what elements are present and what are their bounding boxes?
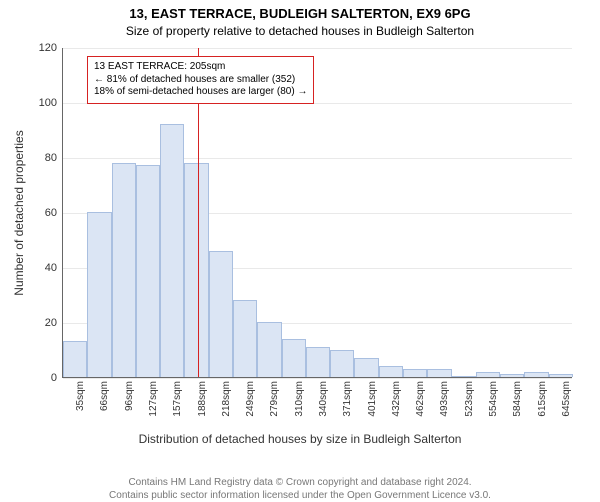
x-tick-label: 340sqm — [318, 381, 329, 417]
x-tick-label: 523sqm — [464, 381, 475, 417]
x-tick-label: 66sqm — [99, 381, 110, 411]
x-tick-label: 310sqm — [294, 381, 305, 417]
x-tick-label: 645sqm — [561, 381, 572, 417]
grid-line — [63, 48, 572, 49]
x-tick-label: 584sqm — [512, 381, 523, 417]
histogram-bar — [379, 366, 403, 377]
x-tick-label: 401sqm — [367, 381, 378, 417]
x-tick-label: 493sqm — [439, 381, 450, 417]
annotation-line: 13 EAST TERRACE: 205sqm — [94, 61, 307, 74]
y-tick-label: 100 — [39, 97, 63, 109]
y-tick-label: 0 — [51, 372, 63, 384]
x-tick-label: 371sqm — [342, 381, 353, 417]
x-axis-label: Distribution of detached houses by size … — [0, 432, 600, 446]
histogram-bar — [112, 163, 136, 378]
histogram-bar — [282, 339, 306, 378]
annotation-line: 18% of semi-detached houses are larger (… — [94, 86, 307, 99]
y-tick-label: 120 — [39, 42, 63, 54]
x-tick-label: 554sqm — [488, 381, 499, 417]
histogram-bar — [427, 369, 451, 377]
x-tick-label: 462sqm — [415, 381, 426, 417]
y-axis-label: Number of detached properties — [12, 130, 26, 295]
grid-line — [63, 158, 572, 159]
x-tick-label: 157sqm — [172, 381, 183, 417]
histogram-bar — [209, 251, 233, 378]
histogram-bar — [403, 369, 427, 377]
footer-line-1: Contains HM Land Registry data © Crown c… — [0, 476, 600, 489]
histogram-bar — [524, 372, 548, 378]
attribution-footer: Contains HM Land Registry data © Crown c… — [0, 476, 600, 502]
histogram-bar — [330, 350, 354, 378]
histogram-bar — [257, 322, 281, 377]
footer-line-2: Contains public sector information licen… — [0, 489, 600, 502]
annotation-box: 13 EAST TERRACE: 205sqm← 81% of detached… — [87, 56, 314, 104]
histogram-bar — [184, 163, 208, 378]
histogram-bar — [233, 300, 257, 377]
histogram-bar — [87, 212, 111, 377]
chart-subtitle: Size of property relative to detached ho… — [0, 24, 600, 38]
x-tick-label: 218sqm — [221, 381, 232, 417]
histogram-figure: 13, EAST TERRACE, BUDLEIGH SALTERTON, EX… — [0, 0, 600, 500]
grid-line — [63, 378, 572, 379]
histogram-bar — [452, 376, 476, 377]
y-tick-label: 40 — [45, 262, 63, 274]
histogram-bar — [136, 165, 160, 377]
y-tick-label: 60 — [45, 207, 63, 219]
x-tick-label: 35sqm — [75, 381, 86, 411]
histogram-bar — [354, 358, 378, 377]
x-tick-label: 249sqm — [245, 381, 256, 417]
histogram-bar — [500, 374, 524, 377]
histogram-bar — [306, 347, 330, 377]
y-tick-label: 80 — [45, 152, 63, 164]
plot-area: 02040608010012035sqm66sqm96sqm127sqm157s… — [62, 48, 572, 378]
x-tick-label: 279sqm — [269, 381, 280, 417]
histogram-bar — [160, 124, 184, 377]
chart-title: 13, EAST TERRACE, BUDLEIGH SALTERTON, EX… — [0, 6, 600, 21]
x-tick-label: 615sqm — [537, 381, 548, 417]
x-tick-label: 127sqm — [148, 381, 159, 417]
histogram-bar — [63, 341, 87, 377]
x-tick-label: 96sqm — [124, 381, 135, 411]
x-tick-label: 432sqm — [391, 381, 402, 417]
y-tick-label: 20 — [45, 317, 63, 329]
x-tick-label: 188sqm — [197, 381, 208, 417]
histogram-bar — [476, 372, 500, 378]
histogram-bar — [549, 374, 573, 377]
annotation-line: ← 81% of detached houses are smaller (35… — [94, 74, 307, 87]
